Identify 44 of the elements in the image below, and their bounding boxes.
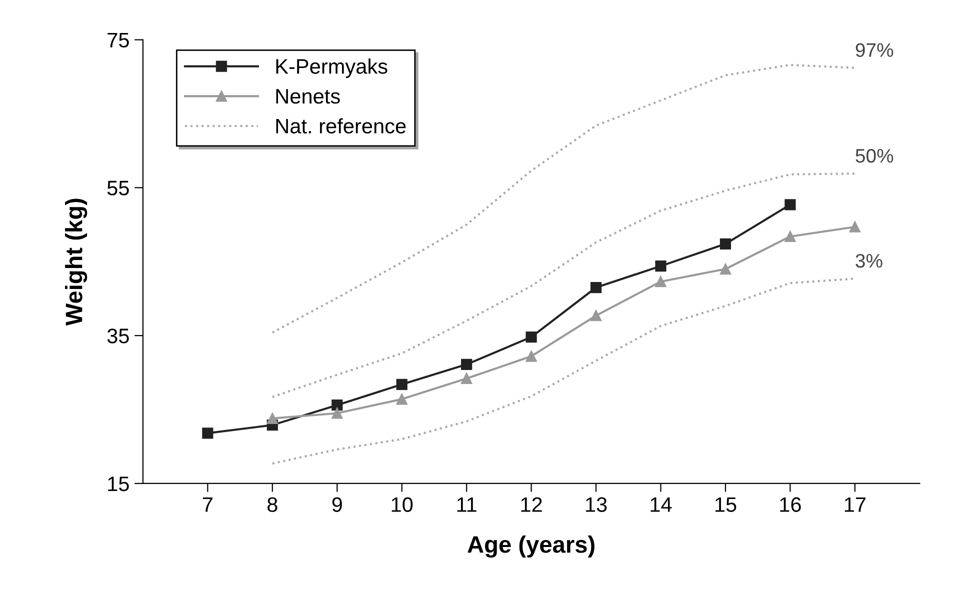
annotation: 97% [856,43,894,57]
annotation: 3% [856,254,882,268]
legend-label: Nenets [276,89,340,104]
x-tick-label: 8 [268,497,278,512]
legend-label: Nat. reference [276,118,406,134]
x-tick-label: 13 [586,497,607,512]
point [332,408,343,419]
point [590,282,602,294]
x-axis-title: Age (years) [468,536,594,558]
point [396,394,408,405]
point [655,260,666,272]
point [784,230,796,242]
y-tick-label: 15 [108,476,129,492]
x-tick-label: 14 [650,497,672,512]
x-tick-label: 12 [521,497,542,512]
x-tick-label: 10 [392,497,413,512]
x-tick-label: 16 [780,497,801,512]
point [332,400,343,411]
point [461,358,472,370]
point [849,221,860,232]
x-tick-label: 17 [844,497,866,512]
y-tick-label: 75 [108,32,129,48]
x-tick-label: 15 [715,497,736,512]
y-tick-label: 35 [107,328,129,344]
annotation: 50% [856,148,894,163]
point [720,263,732,275]
y-tick-label: 55 [107,180,129,196]
point [590,310,602,322]
x-tick-label: 9 [332,497,342,512]
point [461,372,472,384]
line-series [271,172,856,398]
point [784,199,796,210]
point [266,412,278,424]
point [526,350,537,362]
point [655,276,666,288]
line-series [271,278,856,465]
x-tick-label: 7 [202,497,212,512]
point [396,378,408,390]
point [526,332,537,343]
y-axis-title: Weight (kg) [65,198,88,326]
x-tick-label: 11 [457,497,476,512]
legend-label: K-Permyaks [276,58,388,78]
point [720,238,732,250]
point [202,428,214,439]
